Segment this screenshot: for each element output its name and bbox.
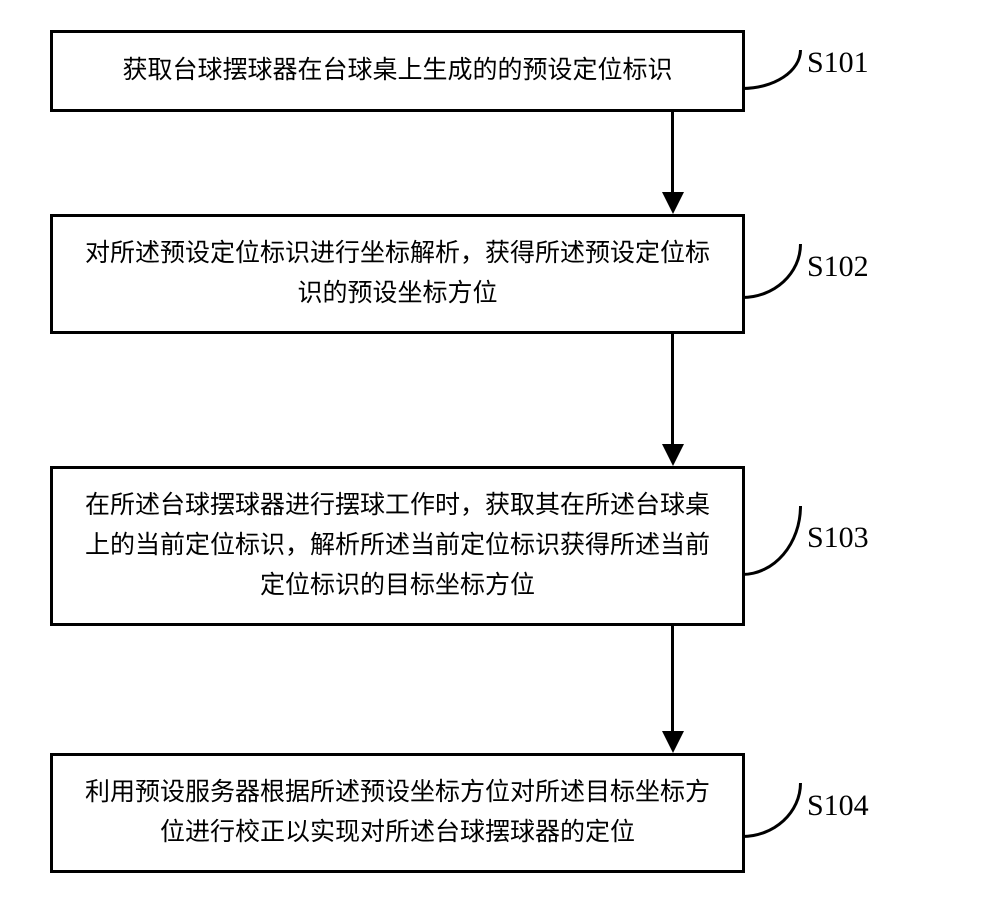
arrow-line bbox=[671, 334, 674, 444]
step-row: 利用预设服务器根据所述预设坐标方位对所述目标坐标方位进行校正以实现对所述台球摆球… bbox=[50, 753, 950, 873]
flowchart-container: 获取台球摆球器在台球桌上生成的的预设定位标识 S101 对所述预设定位标识进行坐… bbox=[50, 30, 950, 873]
arrow bbox=[395, 626, 950, 753]
step-row: 对所述预设定位标识进行坐标解析，获得所述预设定位标识的预设坐标方位 S102 bbox=[50, 214, 950, 334]
step-label-s102: S102 bbox=[807, 250, 869, 284]
connector: S102 bbox=[745, 214, 845, 334]
step-label-s104: S104 bbox=[807, 789, 869, 823]
arrow-line bbox=[671, 112, 674, 192]
arrow-head-icon bbox=[662, 731, 684, 753]
step-box-s102: 对所述预设定位标识进行坐标解析，获得所述预设定位标识的预设坐标方位 bbox=[50, 214, 745, 334]
connector-curve bbox=[742, 244, 802, 299]
step-box-s103: 在所述台球摆球器进行摆球工作时，获取其在所述台球桌上的当前定位标识，解析所述当前… bbox=[50, 466, 745, 626]
step-label-s103: S103 bbox=[807, 521, 869, 555]
connector-curve bbox=[742, 50, 802, 90]
step-row: 在所述台球摆球器进行摆球工作时，获取其在所述台球桌上的当前定位标识，解析所述当前… bbox=[50, 466, 950, 626]
connector-curve bbox=[742, 783, 802, 838]
step-label-s101: S101 bbox=[807, 46, 869, 80]
arrow bbox=[395, 334, 950, 466]
arrow-head-icon bbox=[662, 444, 684, 466]
step-text: 对所述预设定位标识进行坐标解析，获得所述预设定位标识的预设坐标方位 bbox=[77, 234, 718, 314]
step-text: 在所述台球摆球器进行摆球工作时，获取其在所述台球桌上的当前定位标识，解析所述当前… bbox=[77, 486, 718, 606]
step-row: 获取台球摆球器在台球桌上生成的的预设定位标识 S101 bbox=[50, 30, 950, 112]
step-box-s101: 获取台球摆球器在台球桌上生成的的预设定位标识 bbox=[50, 30, 745, 112]
step-text: 利用预设服务器根据所述预设坐标方位对所述目标坐标方位进行校正以实现对所述台球摆球… bbox=[77, 773, 718, 853]
step-box-s104: 利用预设服务器根据所述预设坐标方位对所述目标坐标方位进行校正以实现对所述台球摆球… bbox=[50, 753, 745, 873]
connector: S104 bbox=[745, 753, 845, 873]
step-text: 获取台球摆球器在台球桌上生成的的预设定位标识 bbox=[122, 51, 672, 91]
arrow-line bbox=[671, 626, 674, 731]
arrow bbox=[395, 112, 950, 214]
connector: S103 bbox=[745, 466, 845, 626]
arrow-head-icon bbox=[662, 192, 684, 214]
connector: S101 bbox=[745, 30, 845, 112]
connector-curve bbox=[742, 506, 802, 576]
